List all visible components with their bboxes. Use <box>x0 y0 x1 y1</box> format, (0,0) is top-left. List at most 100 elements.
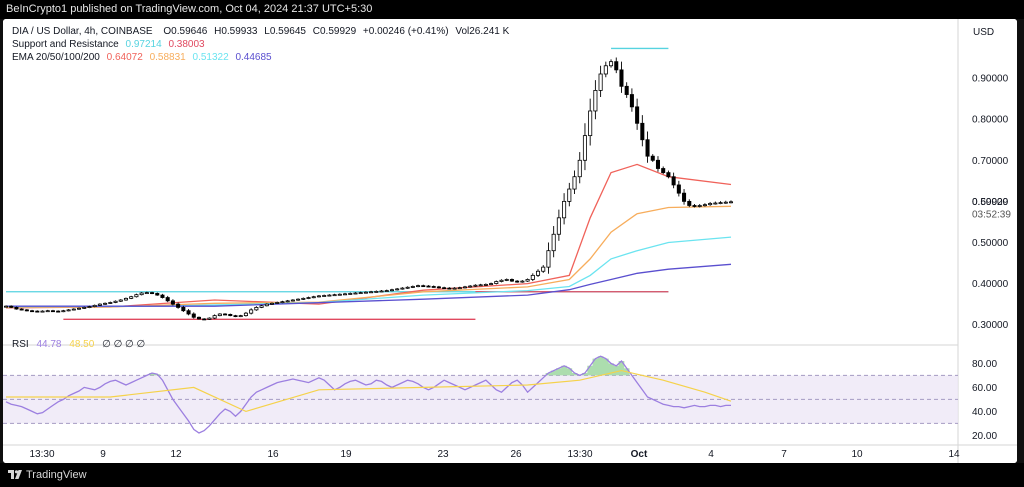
candle <box>254 306 259 311</box>
candle <box>24 309 29 312</box>
candle <box>108 301 113 304</box>
candle <box>269 302 275 305</box>
candle-body <box>134 294 139 298</box>
candle-body <box>520 280 525 283</box>
candle <box>504 278 509 282</box>
candle <box>155 292 160 296</box>
candle <box>228 313 233 317</box>
candle-body <box>431 286 436 288</box>
candle <box>499 279 504 283</box>
candle <box>374 290 379 293</box>
ema-row[interactable]: EMA 20/50/100/200 0.64072 0.58831 0.5132… <box>12 51 509 64</box>
candle <box>723 200 728 204</box>
candle <box>9 305 14 309</box>
candle <box>348 292 353 295</box>
candle-body <box>400 287 405 290</box>
candle <box>97 303 102 307</box>
sr-row[interactable]: Support and Resistance 0.97214 0.38003 <box>12 38 509 51</box>
candle-body <box>624 85 629 95</box>
rsi-tick-label: 80.00 <box>972 359 997 370</box>
candle-body <box>530 274 535 280</box>
candle-body <box>301 297 306 300</box>
candle <box>327 294 332 297</box>
candle <box>238 314 243 318</box>
rsi-tick-label: 60.00 <box>972 383 997 394</box>
candle-body <box>61 310 66 313</box>
candle <box>546 242 551 274</box>
candle-body <box>619 69 624 87</box>
candle-body <box>3 305 9 308</box>
candle-body <box>535 270 541 276</box>
candle-body <box>676 184 681 194</box>
candle-body <box>650 155 655 161</box>
candle <box>129 295 134 300</box>
candle-body <box>176 303 181 308</box>
candle-body <box>728 201 734 204</box>
candle <box>556 209 561 241</box>
candle <box>509 278 514 282</box>
candle-body <box>582 135 587 161</box>
currency-label[interactable]: USD <box>973 27 995 38</box>
candle-body <box>468 285 473 288</box>
candle-body <box>343 293 348 296</box>
candle <box>395 287 400 291</box>
candle <box>77 307 82 310</box>
candle <box>285 299 290 303</box>
candle <box>50 309 55 313</box>
candle <box>483 283 488 286</box>
sr-support-value: 0.38003 <box>168 39 205 50</box>
chart-canvas[interactable]: 0.90000 0.80000 0.70000 0.60000 0.50000 0.400… <box>3 19 1017 463</box>
candle-body <box>113 300 118 303</box>
candle <box>139 292 144 296</box>
candle-body <box>598 73 603 91</box>
candle-body <box>410 286 415 288</box>
candle-body <box>702 204 707 207</box>
candle <box>624 82 629 98</box>
candle <box>233 314 238 318</box>
candle-body <box>718 202 723 205</box>
candle <box>40 310 45 313</box>
candle <box>311 295 316 299</box>
candle-body <box>447 287 452 290</box>
candle-body <box>635 106 640 124</box>
chart-panel[interactable]: 0.90000 0.80000 0.70000 0.60000 0.50000 0.400… <box>3 19 1017 463</box>
candle-body <box>426 285 431 288</box>
candle-body <box>45 310 50 313</box>
candle <box>713 201 718 205</box>
rsi-label: RSI <box>12 339 29 350</box>
candle-body <box>322 295 327 297</box>
symbol-label[interactable]: DIA / US Dollar, 4h, COINBASE <box>12 26 153 37</box>
candle-body <box>275 302 280 304</box>
candle <box>661 166 666 175</box>
chart-legend: DIA / US Dollar, 4h, COINBASE O0.59646 H… <box>12 25 509 64</box>
candle <box>692 204 697 208</box>
candle-body <box>640 122 645 141</box>
candle <box>588 98 593 146</box>
candle-body <box>228 313 233 317</box>
low-value: L0.59645 <box>264 26 306 37</box>
candle-body <box>139 292 144 296</box>
candle <box>118 299 123 302</box>
sr-resistance-value: 0.97214 <box>125 39 162 50</box>
candle-body <box>243 312 248 317</box>
time-tick-label: Oct <box>631 449 648 460</box>
candle <box>640 115 645 147</box>
candle <box>103 302 108 305</box>
ema-line-ema50 <box>5 205 732 309</box>
tradingview-brand[interactable]: TradingView <box>8 469 87 481</box>
footer-bar: TradingView <box>0 463 1024 487</box>
change-value: +0.00246 (+0.41%) <box>362 26 449 37</box>
candle-body <box>296 298 301 301</box>
symbol-row: DIA / US Dollar, 4h, COINBASE O0.59646 H… <box>12 25 509 38</box>
candle-body <box>671 176 676 186</box>
publish-text: BeInCrypto1 published on TradingView.com… <box>6 3 373 15</box>
candle-body <box>123 297 128 301</box>
rsi-legend[interactable]: RSI 44.78 48.50 ∅ ∅ ∅ ∅ <box>12 339 145 350</box>
candle <box>447 287 452 290</box>
candle-body <box>24 309 29 312</box>
candle-body <box>661 168 666 174</box>
candle <box>676 180 681 197</box>
publish-header: BeInCrypto1 published on TradingView.com… <box>0 0 1024 19</box>
candle-body <box>196 316 202 320</box>
candle-body <box>337 293 342 296</box>
